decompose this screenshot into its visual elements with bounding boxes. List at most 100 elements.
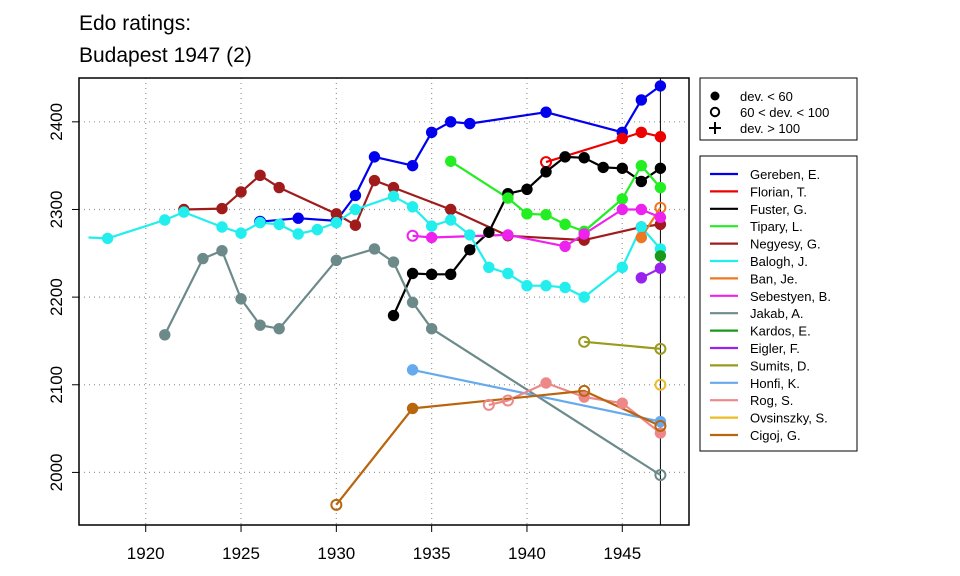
chart-title: Edo ratings:: [79, 12, 191, 35]
legend-label: Gereben, E.: [750, 167, 820, 182]
data-point-balogh-j: [101, 232, 114, 245]
data-point-fuster-g: [597, 161, 609, 174]
x-tick-label: 1925: [222, 544, 260, 563]
data-point-balogh-j: [292, 228, 304, 240]
legend-label: Kardos, E.: [750, 324, 811, 339]
data-point-eigler-f: [635, 272, 648, 284]
data-point-jakab-a: [425, 322, 438, 335]
legend-label: Honfi, K.: [750, 376, 800, 391]
series-line-florian-t: [545, 131, 661, 164]
data-point-balogh-j: [425, 220, 438, 232]
data-point-honfi-k: [406, 364, 419, 376]
y-tick-label: 2400: [47, 103, 66, 141]
legend-entry-eigler-f: Eigler, F.: [710, 341, 800, 356]
legend-entry-gereben-e: Gereben, E.: [710, 167, 820, 182]
data-point-balogh-j: [311, 223, 323, 236]
series-line-sumits-d: [584, 340, 661, 350]
axes: 1920 1925 1930 1935 1940 1945 2000 2100 2200 2300…: [47, 78, 661, 563]
legend-label: Florian, T.: [750, 184, 807, 199]
data-point-tipary-l: [521, 208, 533, 220]
data-point-cigoj-g: [654, 419, 667, 432]
data-point-sumits-d: [578, 335, 591, 348]
legend-label: Balogh, J.: [750, 254, 808, 269]
grid: [79, 78, 689, 525]
data-point-balogh-j: [216, 221, 228, 233]
data-point-balogh-j: [540, 280, 552, 292]
marker-legend-entry: dev. > 100: [709, 121, 800, 136]
data-point-fuster-g: [387, 309, 400, 322]
data-point-balogh-j: [521, 280, 533, 292]
legend-label: Negyesy, G.: [750, 237, 821, 252]
data-point-fuster-g: [464, 244, 476, 256]
data-point-jakab-a: [368, 243, 381, 255]
series-line-gereben-e: [259, 85, 662, 223]
data-point-fuster-g: [635, 175, 648, 188]
data-point-fuster-g: [483, 226, 495, 238]
y-tick-label: 2300: [47, 191, 66, 229]
data-point-gereben-e: [445, 116, 457, 128]
series-points: [101, 80, 667, 511]
data-point-gereben-e: [349, 189, 362, 202]
data-point-negyesy-g: [273, 181, 285, 194]
data-point-sebestyen-b: [635, 203, 648, 216]
data-point-florian-t: [654, 131, 667, 143]
legend-entry-sebestyen-b: Sebestyen, B.: [710, 289, 831, 304]
data-point-balogh-j: [349, 203, 362, 216]
data-point-negyesy-g: [445, 203, 457, 216]
data-point-balogh-j: [406, 201, 419, 213]
data-point-balogh-j: [387, 190, 400, 203]
data-point-fuster-g: [445, 268, 457, 281]
legend-entry-kardos-e: Kardos, E.: [710, 324, 811, 339]
data-point-tipary-l: [559, 218, 571, 231]
data-point-balogh-j: [235, 227, 247, 239]
x-tick-label: 1935: [413, 544, 451, 563]
legend-label: Eigler, F.: [750, 341, 800, 356]
data-point-gereben-e: [540, 106, 552, 118]
data-point-balogh-j: [578, 291, 590, 303]
data-point-balogh-j: [254, 216, 266, 229]
data-point-jakab-a: [387, 256, 400, 268]
data-point-balogh-j: [483, 261, 495, 274]
data-point-tipary-l: [502, 192, 514, 204]
legend-label: Fuster, G.: [750, 202, 807, 217]
legend-entry-ovsinszky-s: Ovsinszky, S.: [710, 411, 828, 426]
data-point-fuster-g: [521, 183, 533, 196]
legend-entry-balogh-j: Balogh, J.: [710, 254, 808, 269]
data-point-cigoj-g: [406, 402, 419, 415]
data-point-negyesy-g: [254, 169, 266, 181]
data-point-fuster-g: [578, 152, 590, 164]
series-lines: [88, 85, 662, 506]
x-tick-label: 1940: [508, 544, 546, 563]
data-point-tipary-l: [635, 159, 648, 172]
data-point-fuster-g: [559, 151, 571, 163]
data-point-tipary-l: [616, 193, 628, 205]
chart-subtitle: Budapest 1947 (2): [79, 44, 252, 67]
series-legend-box: [699, 155, 858, 452]
data-point-balogh-j: [273, 218, 285, 231]
series-line-jakab-a: [163, 247, 661, 476]
data-point-sebestyen-b: [425, 231, 438, 244]
marker-legend-entry: dev. < 60: [710, 89, 793, 104]
legend-label: Jakab, A.: [750, 306, 803, 321]
data-point-jakab-a: [254, 319, 266, 331]
legend-entry-tipary-l: Tipary, L.: [710, 219, 803, 234]
data-point-balogh-j: [445, 214, 457, 226]
legend-label: Sumits, D.: [750, 358, 810, 373]
data-point-negyesy-g: [216, 202, 228, 215]
legend-entry-rog-s: Rog, S.: [710, 393, 793, 408]
data-point-balogh-j: [178, 206, 190, 218]
marker-legend-label: 60 < dev. < 100: [740, 105, 829, 120]
data-point-cigoj-g: [330, 498, 343, 511]
data-point-jakab-a: [235, 293, 247, 305]
data-point-ban-je: [635, 231, 648, 244]
data-point-rog-s: [482, 398, 495, 411]
data-point-gereben-e: [464, 117, 476, 130]
legend-entry-fuster-g: Fuster, G.: [710, 202, 807, 217]
data-point-kardos-e: [654, 250, 667, 262]
data-point-sebestyen-b: [502, 229, 514, 241]
data-point-fuster-g: [406, 267, 419, 280]
legend-label: Tipary, L.: [750, 219, 803, 234]
data-point-fuster-g: [616, 162, 628, 174]
data-point-sebestyen-b: [406, 229, 419, 242]
